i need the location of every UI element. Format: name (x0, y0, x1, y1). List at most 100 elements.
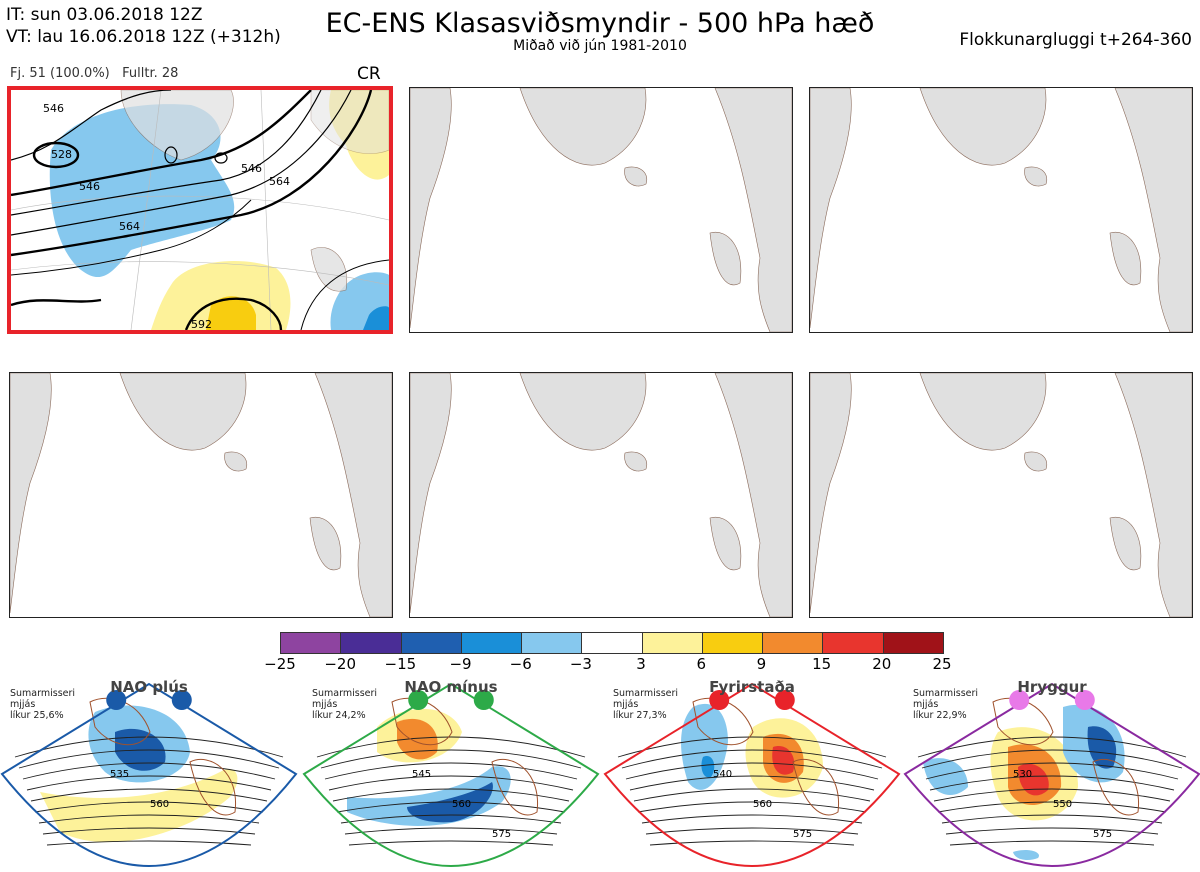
height-contour (625, 762, 879, 780)
height-contour (649, 840, 855, 846)
europe-outline (792, 759, 839, 816)
greenland-landmass (919, 373, 1047, 451)
anomaly-area (1013, 849, 1039, 860)
colorbar-swatch (582, 633, 643, 653)
height-contour (949, 840, 1155, 846)
regime-contour-label: 575 (492, 829, 511, 840)
cluster-map-1[interactable]: 546 528 546 546 564 564 592 (7, 86, 393, 334)
iceland-landmass (224, 451, 248, 472)
regime-contour-label: 545 (412, 769, 431, 780)
height-contour (921, 749, 1183, 769)
colorbar-swatch (522, 633, 583, 653)
base-map (810, 88, 1192, 332)
negative-anomaly-area (363, 306, 389, 330)
regime-border (903, 682, 1200, 867)
regime-dot (171, 690, 192, 710)
page-subtitle: Miðað við jún 1981-2010 (513, 38, 687, 54)
height-contour (637, 801, 867, 813)
cluster-map-6[interactable] (809, 372, 1193, 618)
regime-border (0, 682, 298, 867)
anomaly-colorbar (280, 632, 944, 654)
height-contour (34, 801, 264, 813)
regime-border (302, 682, 600, 867)
height-contour (645, 827, 859, 835)
regime-panel[interactable]: 535 560 NAO plús Sumarmisseri mjjás líkur 25,… (0, 678, 298, 868)
regime-description: Sumarmisseri mjjás líkur 22,9% (913, 688, 979, 721)
height-contour (933, 788, 1171, 802)
british-isles-landmass (1109, 516, 1142, 570)
representative-member: Fulltr. 28 (122, 66, 179, 81)
anomaly-area (701, 756, 715, 778)
greenland-landmass (519, 88, 647, 166)
contour-label: 546 (43, 102, 64, 115)
height-contour (332, 788, 570, 802)
regime-contour-label: 535 (110, 769, 129, 780)
height-contour (18, 749, 280, 769)
colorbar-tick-label: 15 (812, 655, 832, 673)
colorbar-tick-label: −25 (264, 655, 296, 673)
europe-landmass (714, 88, 792, 332)
regime-description: Sumarmisseri mjjás líkur 24,2% (312, 688, 378, 721)
height-contour (42, 827, 256, 835)
europe-landmass (1114, 88, 1192, 332)
regime-contour-label: 575 (1093, 829, 1112, 840)
height-contour (929, 775, 1175, 791)
height-contour (617, 736, 887, 758)
iceland-landmass (624, 166, 648, 187)
regime-dot (106, 690, 127, 710)
height-contour (14, 736, 284, 758)
member-count: Fj. 51 (100.0%) (10, 66, 110, 81)
initial-time: IT: sun 03.06.2018 12Z (6, 5, 203, 25)
regime-contour-label: 560 (150, 799, 169, 810)
british-isles-landmass (1109, 231, 1142, 285)
height-contour (348, 840, 554, 846)
regime-description: Sumarmisseri mjjás líkur 27,3% (613, 688, 679, 721)
contour-label: 546 (241, 162, 262, 175)
regime-panel[interactable]: 545 560 575 NAO mínus Sumarmisseri mjjás líkur… (302, 678, 600, 868)
colorbar-tick-label: −20 (324, 655, 356, 673)
height-contour (340, 814, 562, 824)
colorbar-tick-label: −9 (449, 655, 472, 673)
colorbar-tick-label: −6 (509, 655, 532, 673)
height-contour (324, 762, 578, 780)
regime-panel[interactable]: 540 560 575 Fyrirstaða Sumarmisseri mjjás líku… (603, 678, 901, 868)
europe-landmass (314, 373, 392, 617)
north-america-landmass (810, 88, 852, 329)
colorbar-swatch (763, 633, 824, 653)
contour-label: 564 (119, 220, 140, 233)
north-america-landmass (410, 88, 452, 329)
anomaly-area (772, 746, 795, 775)
cluster-map-2[interactable] (409, 87, 793, 333)
british-isles-landmass (709, 516, 742, 570)
base-map (410, 373, 792, 617)
regime-dot (1009, 690, 1030, 710)
cluster-meta: Fj. 51 (100.0%) Fulltr. 28 (10, 66, 178, 81)
regime-contour-label: 575 (793, 829, 812, 840)
british-isles-landmass (309, 516, 342, 570)
contour-label: 528 (51, 148, 72, 161)
contour-label: 546 (79, 180, 100, 193)
height-contour (917, 736, 1187, 758)
iceland-landmass (1024, 166, 1048, 187)
colorbar-tick-label: 25 (932, 655, 952, 673)
regime-name: Hryggur (1017, 678, 1087, 696)
height-contour (937, 801, 1167, 813)
scandinavia-landmass (310, 90, 389, 154)
height-contour (344, 827, 558, 835)
colorbar-tick-label: 6 (696, 655, 707, 673)
regime-name: NAO mínus (404, 678, 498, 696)
colorbar-ticks: −25 −20 −15 −9 −6 −3 3 6 9 15 20 25 (260, 655, 962, 675)
contour-label: 592 (191, 318, 212, 330)
regime-name: Fyrirstaða (709, 678, 795, 696)
europe-landmass (714, 373, 792, 617)
regime-contour-label: 540 (713, 769, 732, 780)
colorbar-tick-label: −3 (569, 655, 592, 673)
cluster-map-3[interactable] (809, 87, 1193, 333)
cluster-map-4[interactable] (9, 372, 393, 618)
cluster-map-5[interactable] (409, 372, 793, 618)
regime-panel[interactable]: 530 550 575 Hryggur Sumarmisseri mjjás líkur 2… (903, 678, 1200, 868)
regime-map: 545 560 575 (302, 682, 600, 867)
north-america-landmass (10, 373, 52, 614)
colorbar-swatch (281, 633, 342, 653)
regime-contour-label: 550 (1053, 799, 1072, 810)
